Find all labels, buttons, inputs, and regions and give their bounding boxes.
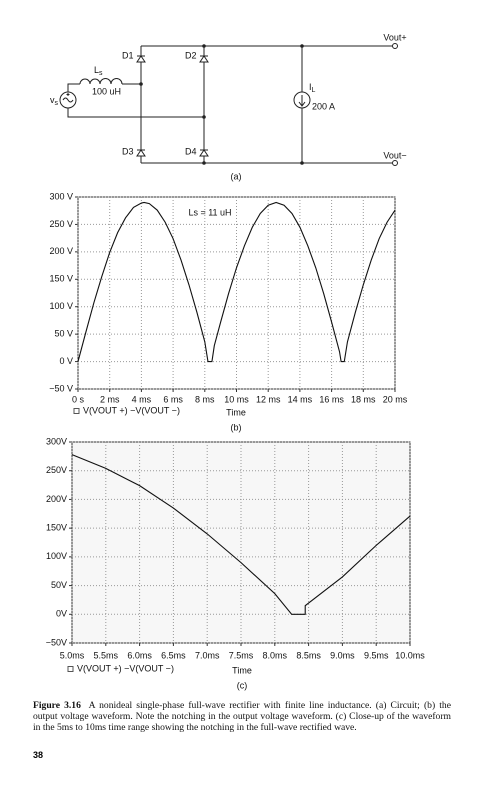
inductor: [79, 78, 123, 85]
y-tick-label: −50 V: [49, 383, 73, 393]
y-tick-label: 200 V: [49, 246, 73, 256]
circuit: Vout+ Vout− D1 D2 D3 D4 Ls 100 uH vs IL …: [50, 32, 407, 181]
x-tick-label: 7.0ms: [195, 650, 220, 660]
diode: [136, 149, 146, 157]
diode-label: D4: [185, 146, 197, 156]
x-tick-label: 18 ms: [351, 394, 376, 404]
x-tick-label: 20 ms: [383, 394, 408, 404]
legend-label: V(VOUT +) −V(VOUT −): [83, 405, 180, 415]
chart: −50V 0V 50V 100V 150V 200V 250V 300V 5.0ms 5.5ms 6…: [46, 436, 426, 690]
x-tick-label: 9.5ms: [364, 650, 389, 660]
x-tick-label: 5.5ms: [94, 650, 119, 660]
y-tick-label: 0 V: [59, 356, 73, 366]
y-tick-label: 100V: [46, 551, 67, 561]
subscript: s: [99, 70, 103, 77]
node: [202, 44, 206, 48]
x-tick-label: 6.5ms: [161, 650, 186, 660]
figure-caption: Figure 3.16 A nonideal single-phase full…: [33, 700, 451, 733]
y-tick-label: 300V: [46, 436, 67, 446]
y-tick-label: 150 V: [49, 274, 73, 284]
y-tick-label: 100 V: [49, 301, 73, 311]
x-tick-label: 7.5ms: [229, 650, 254, 660]
source-label: vs: [50, 95, 59, 106]
symbol: L: [94, 65, 99, 75]
terminal: [392, 160, 398, 166]
subscript: s: [55, 100, 59, 107]
symbol: I: [309, 82, 312, 92]
caption-text: A nonideal single-phase full-wave rectif…: [33, 700, 451, 733]
diode-label: D2: [185, 50, 197, 60]
current-value: 200 A: [312, 101, 335, 111]
node: [202, 161, 206, 165]
x-tick-label: 8.5ms: [296, 650, 321, 660]
subscript: L: [312, 87, 316, 94]
x-tick-label: 5.0ms: [60, 650, 85, 660]
x-tick-label: 10 ms: [224, 394, 249, 404]
y-tick-label: 300 V: [49, 191, 73, 201]
line-series: [77, 201, 396, 363]
x-tick-label: 2 ms: [100, 394, 120, 404]
y-tick-label: 50V: [51, 580, 67, 590]
diode: [199, 55, 209, 63]
panel-caption: (c): [237, 680, 248, 690]
current-arrow: [298, 95, 306, 107]
y-tick-label: 150V: [46, 523, 67, 533]
x-tick-label: 12 ms: [256, 394, 281, 404]
terminal-label: Vout+: [383, 32, 406, 42]
diode: [199, 149, 209, 157]
line-series: [71, 454, 411, 615]
x-tick-label: 10.0ms: [395, 650, 425, 660]
diode-label: D1: [122, 50, 134, 60]
inductor-label: Ls: [94, 65, 103, 76]
chart: −50 V 0 V 50 V 100 V 150 V 200 V 250 V 300 V 0 s…: [49, 191, 408, 432]
terminal-label: Vout−: [383, 150, 406, 160]
wire: [67, 83, 204, 118]
caption-label: Figure 3.16: [33, 700, 81, 711]
node: [300, 44, 304, 48]
x-tick-label: 9.0ms: [330, 650, 355, 660]
page-number: 38: [33, 750, 44, 760]
wire: [140, 45, 392, 164]
diode-symbols: [136, 55, 209, 157]
legend-marker: [73, 408, 80, 414]
x-axis-label: Time: [226, 407, 246, 417]
x-axis-label: Time: [232, 665, 252, 675]
terminal: [392, 43, 398, 49]
node: [300, 161, 304, 165]
panel-caption: (a): [231, 171, 242, 181]
x-tick-label: 4 ms: [132, 394, 152, 404]
figure: Vout+ Vout− D1 D2 D3 D4 Ls 100 uH vs IL …: [46, 32, 426, 690]
y-tick-label: 250V: [46, 465, 67, 475]
symbol: v: [50, 95, 55, 105]
panel-caption: (b): [231, 422, 242, 432]
y-tick-label: 250 V: [49, 219, 73, 229]
legend-marker: [67, 666, 74, 672]
y-tick-label: 50 V: [54, 329, 73, 339]
y-tick-label: 0V: [56, 609, 67, 619]
inductor-value: 100 uH: [92, 86, 121, 96]
x-tick-label: 8 ms: [195, 394, 215, 404]
x-tick-label: 0 s: [72, 394, 85, 404]
x-tick-label: 6.0ms: [127, 650, 152, 660]
x-tick-label: 8.0ms: [263, 650, 288, 660]
y-tick-label: −50V: [46, 637, 67, 647]
current-label: IL: [309, 82, 316, 93]
x-tick-label: 6 ms: [163, 394, 183, 404]
x-tick-label: 16 ms: [319, 394, 344, 404]
diode-label: D3: [122, 146, 134, 156]
y-tick-label: 200V: [46, 494, 67, 504]
x-tick-label: 14 ms: [288, 394, 313, 404]
diode: [136, 55, 146, 63]
legend-label: V(VOUT +) −V(VOUT −): [77, 663, 174, 673]
source-symbol: [62, 93, 74, 103]
annotation: Ls = 11 uH: [188, 207, 231, 217]
